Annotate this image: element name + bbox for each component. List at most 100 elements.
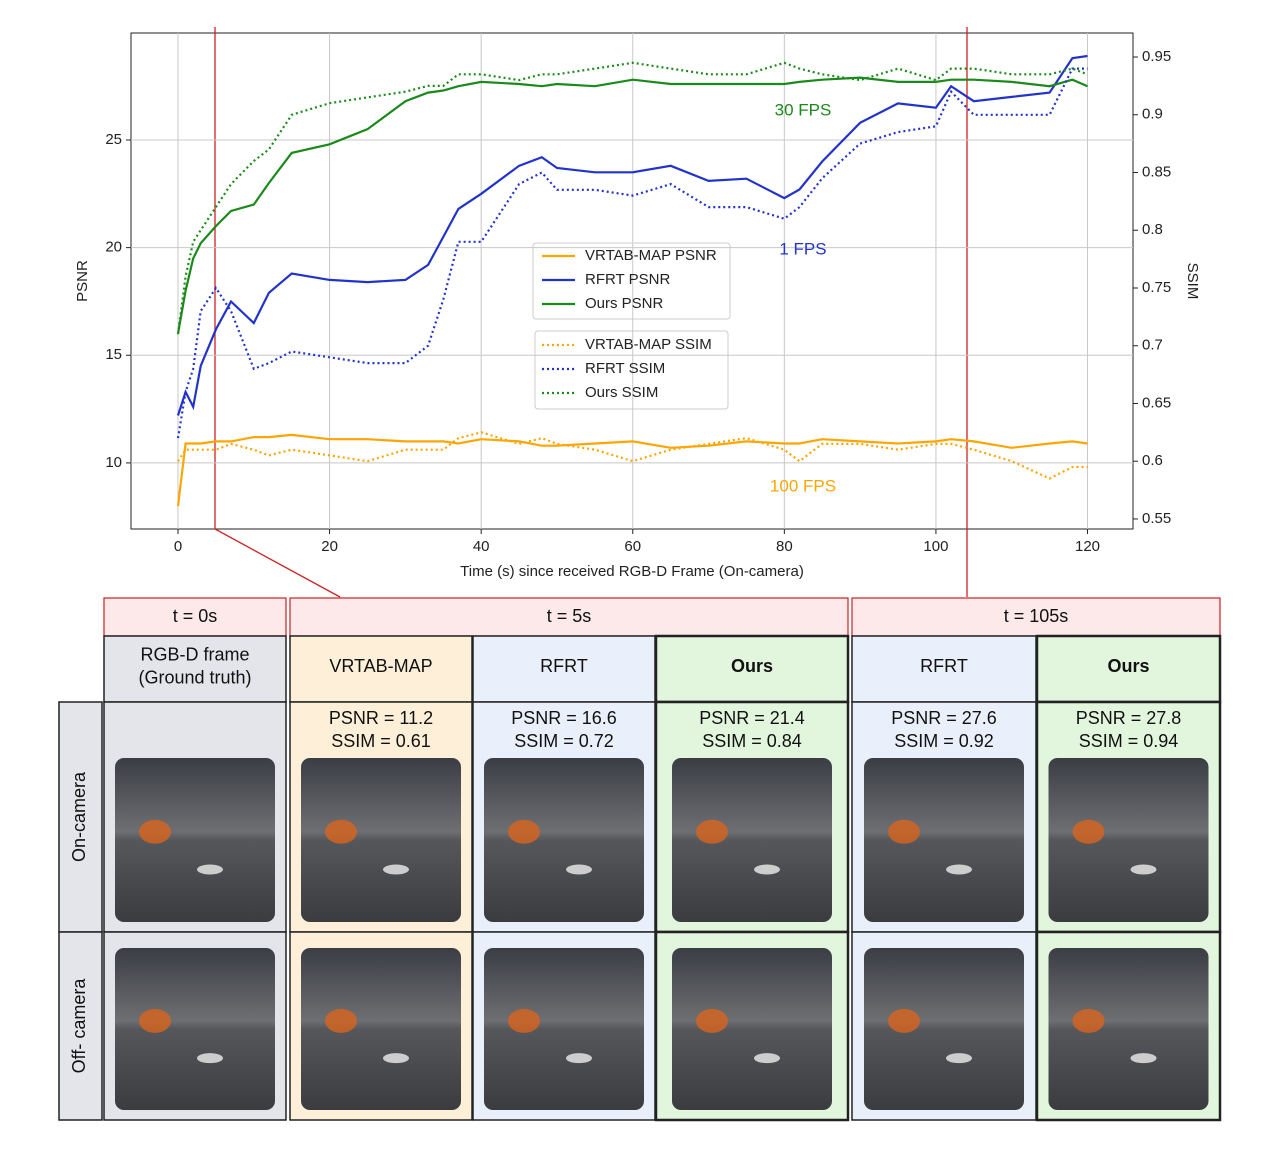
metric: SSIM = 0.84 — [702, 731, 802, 751]
time-header-label: t = 0s — [173, 606, 218, 626]
image-detail — [197, 864, 223, 875]
row-label: Off- camera — [69, 978, 89, 1074]
legend-label: Ours PSNR — [585, 295, 664, 312]
series-line — [176, 54, 1088, 416]
time-header-label: t = 105s — [1004, 606, 1069, 626]
x-tick-label: 40 — [473, 538, 490, 555]
image-detail — [888, 819, 920, 844]
image-detail — [696, 819, 728, 844]
image-detail — [1130, 1053, 1157, 1064]
plot-frame — [130, 32, 1134, 530]
y2-tick-label: 0.55 — [1142, 510, 1171, 527]
x-axis-label: Time (s) since received RGB-D Frame (On-… — [460, 563, 804, 580]
y2-tick-label: 0.75 — [1142, 279, 1171, 296]
rendered-image — [484, 758, 644, 922]
method-label: Ours — [1107, 656, 1149, 676]
legend-label: Ours SSIM — [585, 384, 658, 401]
rendered-image — [672, 948, 832, 1110]
rendered-image — [672, 758, 832, 922]
image-detail — [566, 1053, 592, 1064]
image-detail — [1072, 1008, 1105, 1033]
image-detail — [754, 864, 780, 875]
legend-label: VRTAB-MAP SSIM — [585, 336, 712, 353]
metric: PSNR = 21.4 — [699, 708, 805, 728]
rendered-image — [301, 948, 461, 1110]
y2-tick-label: 0.7 — [1142, 337, 1163, 354]
y2-axis-label: SSIM — [1184, 263, 1201, 300]
metric: SSIM = 0.61 — [331, 731, 431, 751]
image-detail — [197, 1053, 223, 1064]
time-marker — [214, 27, 968, 598]
legend-label: RFRT SSIM — [585, 360, 665, 377]
y-tick-label: 20 — [105, 239, 122, 256]
annotation: 30 FPS — [775, 100, 832, 119]
rendered-image — [484, 948, 644, 1110]
image-detail — [566, 864, 592, 875]
series-line — [177, 431, 1088, 480]
x-tick-label: 20 — [321, 538, 338, 555]
method-label: RFRT — [540, 656, 588, 676]
metric: SSIM = 0.94 — [1079, 731, 1179, 751]
rendered-image — [301, 758, 461, 922]
series-line — [176, 61, 1088, 335]
method-label: RGB-D frame — [140, 644, 249, 664]
metric: SSIM = 0.92 — [894, 731, 994, 751]
y-axis-label: PSNR — [74, 260, 91, 302]
annotation: 100 FPS — [770, 476, 836, 495]
annotation: 1 FPS — [779, 239, 826, 258]
metric: PSNR = 27.8 — [1076, 708, 1182, 728]
image-detail — [1072, 819, 1105, 844]
image-detail — [325, 1008, 357, 1033]
method-cell — [103, 635, 287, 703]
time-header — [103, 597, 287, 637]
x-tick-label: 120 — [1075, 538, 1100, 555]
method-label: (Ground truth) — [138, 667, 251, 687]
x-tick-label: 60 — [624, 538, 641, 555]
time-header — [289, 597, 849, 637]
image-detail — [508, 819, 540, 844]
metric: PSNR = 27.6 — [891, 708, 997, 728]
rendered-image — [115, 948, 275, 1110]
image-detail — [508, 1008, 540, 1033]
rendered-image — [115, 758, 275, 922]
series-line — [176, 67, 1088, 439]
method-label: RFRT — [920, 656, 968, 676]
legend-label: VRTAB-MAP PSNR — [585, 247, 717, 264]
legend-label: RFRT PSNR — [585, 271, 670, 288]
method-label: Ours — [731, 656, 773, 676]
method-cell — [472, 635, 656, 703]
rendered-image — [864, 758, 1024, 922]
image-detail — [139, 819, 171, 844]
y-tick-label: 25 — [105, 131, 122, 148]
metric: PSNR = 11.2 — [329, 708, 433, 728]
metric: SSIM = 0.72 — [514, 731, 614, 751]
method-cell — [289, 635, 473, 703]
image-detail — [946, 1053, 972, 1064]
metric: PSNR = 16.6 — [511, 708, 617, 728]
y2-tick-label: 0.8 — [1142, 221, 1163, 238]
y2-tick-label: 0.6 — [1142, 452, 1163, 469]
legend-box — [534, 330, 729, 410]
x-tick-label: 100 — [923, 538, 948, 555]
series-line — [176, 433, 1088, 507]
row-label-cell — [58, 931, 103, 1121]
method-label: VRTAB-MAP — [329, 656, 432, 676]
y2-tick-label: 0.9 — [1142, 106, 1163, 123]
y-tick-label: 15 — [105, 346, 122, 363]
image-detail — [946, 864, 972, 875]
image-detail — [888, 1008, 920, 1033]
y2-tick-label: 0.85 — [1142, 163, 1171, 180]
image-detail — [383, 1053, 409, 1064]
x-tick-label: 80 — [776, 538, 793, 555]
x-tick-label: 0 — [174, 538, 182, 555]
method-cell — [654, 634, 850, 704]
y-tick-label: 10 — [105, 454, 122, 471]
time-header-label: t = 5s — [547, 606, 592, 626]
image-detail — [383, 864, 409, 875]
y2-tick-label: 0.95 — [1142, 48, 1171, 65]
rendered-image — [1048, 948, 1209, 1110]
image-detail — [754, 1053, 780, 1064]
row-label: On-camera — [69, 771, 89, 862]
rendered-image — [864, 948, 1024, 1110]
